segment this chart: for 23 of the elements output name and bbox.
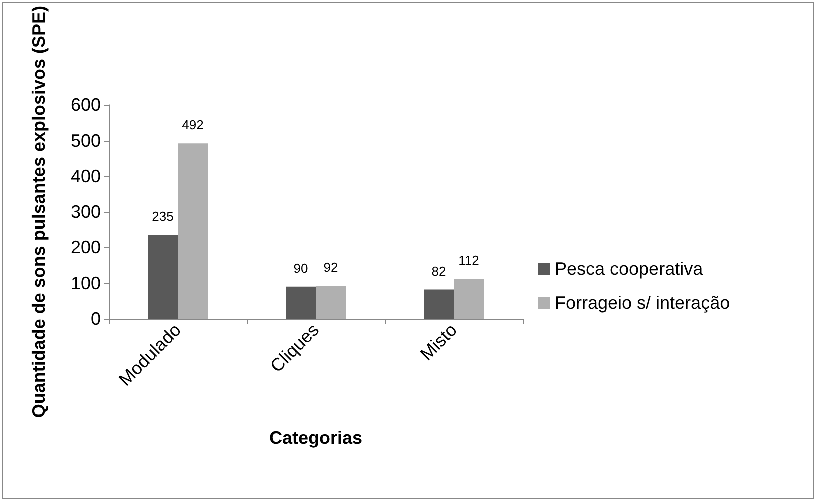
y-tick-label: 500: [70, 130, 101, 151]
y-tick-label: 600: [70, 95, 101, 116]
x-axis-title: Categorias: [269, 428, 363, 448]
data-label: 492: [182, 118, 204, 133]
y-tick-label: 300: [70, 202, 101, 222]
data-label: 92: [324, 260, 338, 276]
data-label: 82: [432, 264, 446, 279]
bar: [178, 144, 208, 319]
bar: [424, 290, 454, 319]
y-tick-label: 100: [70, 273, 101, 294]
y-tick-label: 200: [70, 238, 101, 258]
bar: [148, 235, 178, 319]
bar: [286, 286, 316, 319]
bar: [454, 279, 484, 319]
data-label: 112: [458, 253, 480, 268]
data-label: 90: [294, 260, 308, 276]
bar: [316, 286, 346, 319]
legend-label: Pesca cooperativa: [555, 259, 704, 279]
y-tick-label: 400: [70, 166, 101, 186]
data-label: 235: [152, 209, 174, 224]
legend-label: Forrageio s/ interação: [555, 293, 730, 313]
y-tick-label: 0: [90, 309, 101, 329]
y-axis-title: Quantidade de sons pulsantes explosivos (SPE): [29, 6, 49, 418]
